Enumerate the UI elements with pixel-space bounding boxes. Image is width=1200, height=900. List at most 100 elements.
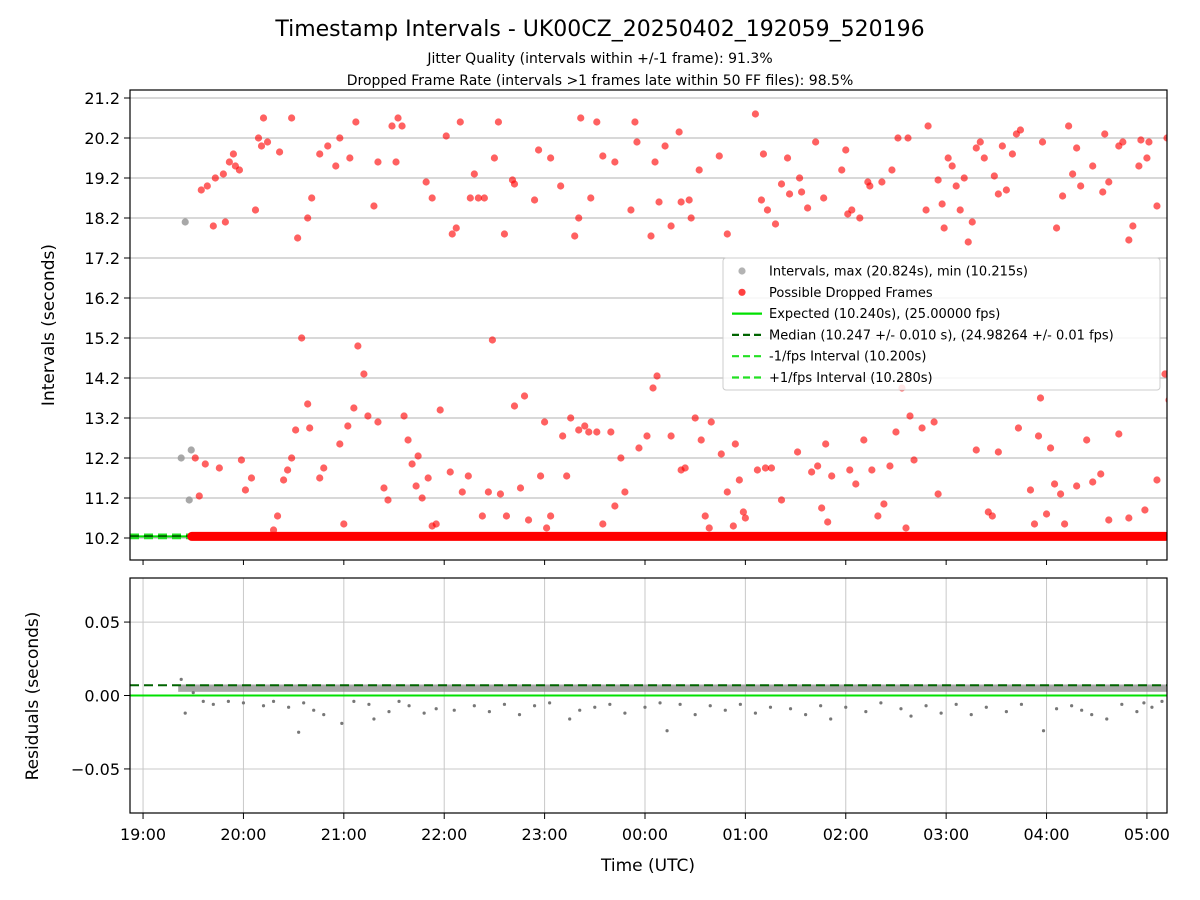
dropped-frame-point <box>934 176 942 184</box>
dropped-frame-point <box>432 520 440 528</box>
dropped-frame-point <box>424 474 432 482</box>
dropped-frame-point <box>219 170 227 178</box>
bottom-x-tick-label: 22:00 <box>421 825 467 844</box>
dropped-frame-point <box>571 232 579 240</box>
bottom-x-tick-label: 19:00 <box>120 825 166 844</box>
dropped-frame-point <box>374 418 382 426</box>
residual-point <box>367 702 371 706</box>
dropped-frame-point <box>820 194 828 202</box>
dropped-frame-point <box>1077 182 1085 190</box>
dropped-frame-point <box>785 190 794 198</box>
dropped-frame-point <box>414 452 422 460</box>
dropped-frame-point <box>540 418 549 426</box>
residual-point <box>693 712 697 717</box>
dropped-frame-point <box>948 162 956 170</box>
residual-point <box>1054 707 1059 711</box>
dropped-frame-point <box>400 412 408 420</box>
dropped-frame-point <box>360 370 368 378</box>
dropped-frame-point <box>1153 202 1161 210</box>
residual-point <box>183 711 187 715</box>
legend-label: Expected (10.240s), (25.00000 fps) <box>769 307 1000 322</box>
dropped-frame-point <box>715 152 723 160</box>
dropped-frame-point <box>677 198 685 206</box>
dropped-frame-point <box>1105 516 1113 524</box>
dropped-frame-point <box>284 466 292 474</box>
dropped-frame-point <box>1058 192 1067 200</box>
dropped-frame-point <box>924 122 932 130</box>
top-y-tick-label: 16.2 <box>84 289 120 308</box>
dropped-frame-point <box>667 222 675 230</box>
dropped-frame-point <box>1145 138 1153 146</box>
residual-point <box>658 701 662 705</box>
bottom-x-tick-label: 04:00 <box>1023 825 1069 844</box>
dropped-frame-point <box>729 522 737 530</box>
top-y-tick-label: 17.2 <box>84 249 120 268</box>
residual-point <box>287 705 291 709</box>
residual-point <box>1004 710 1008 714</box>
dropped-frame-point <box>980 154 988 162</box>
dropped-frame-point <box>304 400 312 408</box>
dropped-frame-point <box>599 152 607 160</box>
residual-point <box>954 702 958 706</box>
dropped-frame-point <box>241 486 250 494</box>
dropped-frame-point <box>254 134 263 142</box>
dropped-frame-point <box>842 146 850 154</box>
dropped-frame-point <box>304 214 312 222</box>
bottom-x-tick-label: 00:00 <box>622 825 668 844</box>
dropped-frame-point <box>1046 444 1055 452</box>
dropped-frame-point <box>1069 170 1077 178</box>
dropped-frame-point <box>627 206 635 214</box>
residual-point <box>608 702 612 706</box>
dropped-frame-point <box>757 196 766 204</box>
dropped-frame-point <box>705 524 713 532</box>
dropped-frame-point <box>994 190 1002 198</box>
dropped-frame-point <box>1099 188 1107 196</box>
residual-point <box>487 710 491 714</box>
dropped-frame-point <box>1105 178 1113 186</box>
residual-point <box>578 708 582 712</box>
dropped-frame-point <box>559 432 567 440</box>
residual-point <box>452 708 456 712</box>
dropped-frame-point <box>364 412 372 420</box>
residual-point <box>1070 704 1074 708</box>
dropped-frame-point <box>852 480 860 488</box>
dropped-frame-point <box>793 448 802 456</box>
interval-points <box>177 218 195 504</box>
residual-point <box>387 710 391 714</box>
top-y-tick-label: 18.2 <box>84 209 120 228</box>
dropped-frame-point <box>235 166 244 174</box>
dropped-frame-point <box>269 526 278 534</box>
dropped-frame-point <box>918 424 926 432</box>
legend-label: Median (10.247 +/- 0.010 s), (24.98264 +… <box>769 328 1114 343</box>
chart-subtitle-jitter: Jitter Quality (intervals within +/-1 fr… <box>426 51 772 67</box>
top-y-axis-label: Intervals (seconds) <box>39 244 59 406</box>
dropped-frame-point <box>215 464 223 472</box>
residual-point <box>909 714 913 718</box>
dropped-frame-point <box>350 404 358 412</box>
bottom-x-axis-label: Time (UTC) <box>600 856 695 876</box>
dropped-frame-point <box>701 512 709 520</box>
dropped-frame-point <box>273 512 282 520</box>
dropped-frame-point <box>685 196 693 204</box>
legend-label: +1/fps Interval (10.280s) <box>769 371 933 386</box>
dropped-frame-point <box>904 134 912 142</box>
bottom-x-tick-label: 05:00 <box>1124 825 1170 844</box>
residual-point <box>804 712 808 717</box>
dropped-frame-point <box>374 158 382 166</box>
dropped-frame-point <box>324 142 332 150</box>
dropped-frame-point <box>593 428 601 436</box>
dropped-frames-baseline-band <box>187 531 1167 541</box>
dropped-frame-point <box>655 198 663 206</box>
dropped-frame-point <box>647 232 655 240</box>
dropped-frame-point <box>575 426 583 434</box>
dropped-frame-point <box>221 218 229 226</box>
residual-point <box>819 704 823 708</box>
dropped-frame-point <box>1026 486 1035 494</box>
dropped-frame-point <box>631 118 639 126</box>
dropped-frame-point <box>818 504 826 512</box>
dropped-frame-point <box>543 524 551 532</box>
dropped-frame-point <box>1163 134 1167 142</box>
dropped-frame-point <box>466 194 474 202</box>
dropped-frame-point <box>294 234 302 242</box>
residual-points <box>179 677 1164 734</box>
